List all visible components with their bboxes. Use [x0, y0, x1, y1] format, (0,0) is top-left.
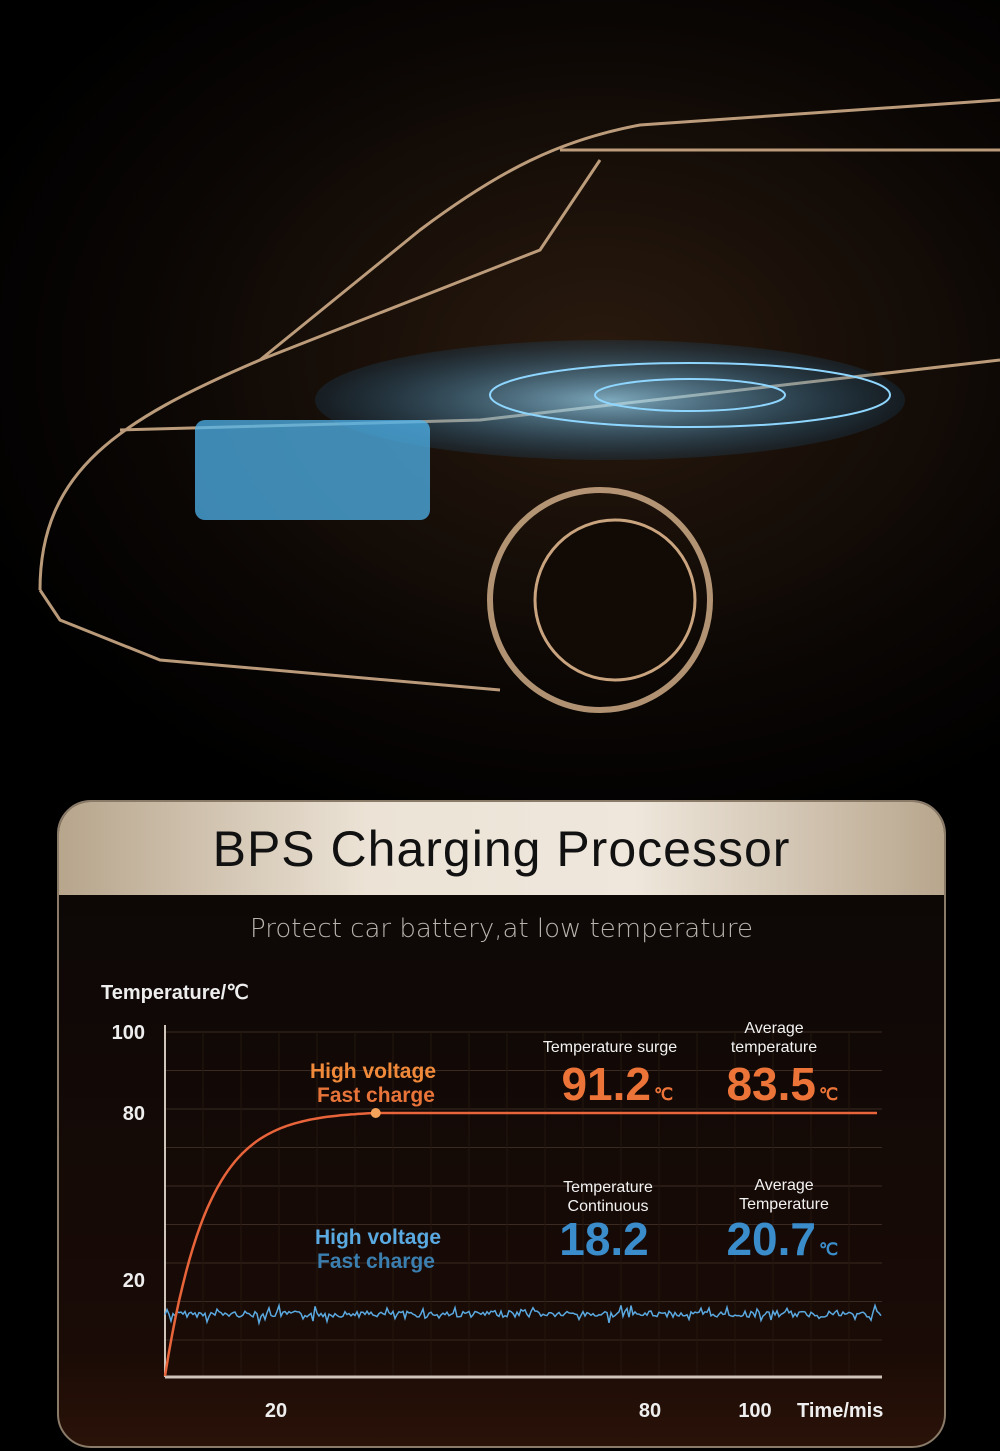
y-tick-label: 80	[123, 1103, 145, 1125]
cont-label-1: Temperature	[563, 1179, 653, 1196]
cont-value: 18.2	[559, 1213, 649, 1265]
y-axis-label: Temperature/℃	[101, 982, 249, 1004]
car-hero-image	[0, 0, 1000, 800]
blue-series-label-1: High voltage	[315, 1226, 441, 1249]
avg2-label-2: Temperature	[739, 1196, 829, 1213]
series-line-orange	[163, 1111, 877, 1377]
x-tick-label: 20	[265, 1400, 287, 1422]
series-line-blue	[164, 1302, 882, 1326]
avg2-unit: ℃	[819, 1240, 838, 1259]
avg-label-1: Average	[744, 1020, 803, 1037]
orange-series-label-1: High voltage	[310, 1060, 436, 1083]
avg-label-2: temperature	[731, 1039, 817, 1056]
x-tick-label: 80	[639, 1400, 661, 1422]
panel-header: BPS Charging Processor	[59, 802, 944, 895]
car-wireframe-illustration	[38, 98, 1000, 713]
avg2-label-1: Average	[754, 1177, 813, 1194]
avg-unit: ℃	[819, 1085, 838, 1104]
plateau-point	[370, 1108, 381, 1118]
page-title: BPS Charging Processor	[212, 820, 791, 877]
avg2-value: 20.7	[726, 1213, 816, 1265]
surge-unit: ℃	[654, 1085, 673, 1104]
surge-value: 91.2	[561, 1058, 651, 1110]
orange-series-label-2: Fast charge	[317, 1084, 435, 1107]
blue-series-label-2: Fast charge	[317, 1250, 435, 1273]
x-axis-label: Time/mis	[797, 1400, 883, 1422]
cont-label-2: Continuous	[568, 1198, 649, 1215]
avg-value: 83.5	[726, 1058, 816, 1110]
surge-label: Temperature surge	[543, 1039, 677, 1056]
y-tick-label: 100	[112, 1022, 145, 1044]
y-tick-label: 20	[123, 1270, 145, 1292]
subtitle: Protect car battery,at low temperature	[249, 914, 753, 944]
x-tick-label: 100	[738, 1400, 771, 1422]
